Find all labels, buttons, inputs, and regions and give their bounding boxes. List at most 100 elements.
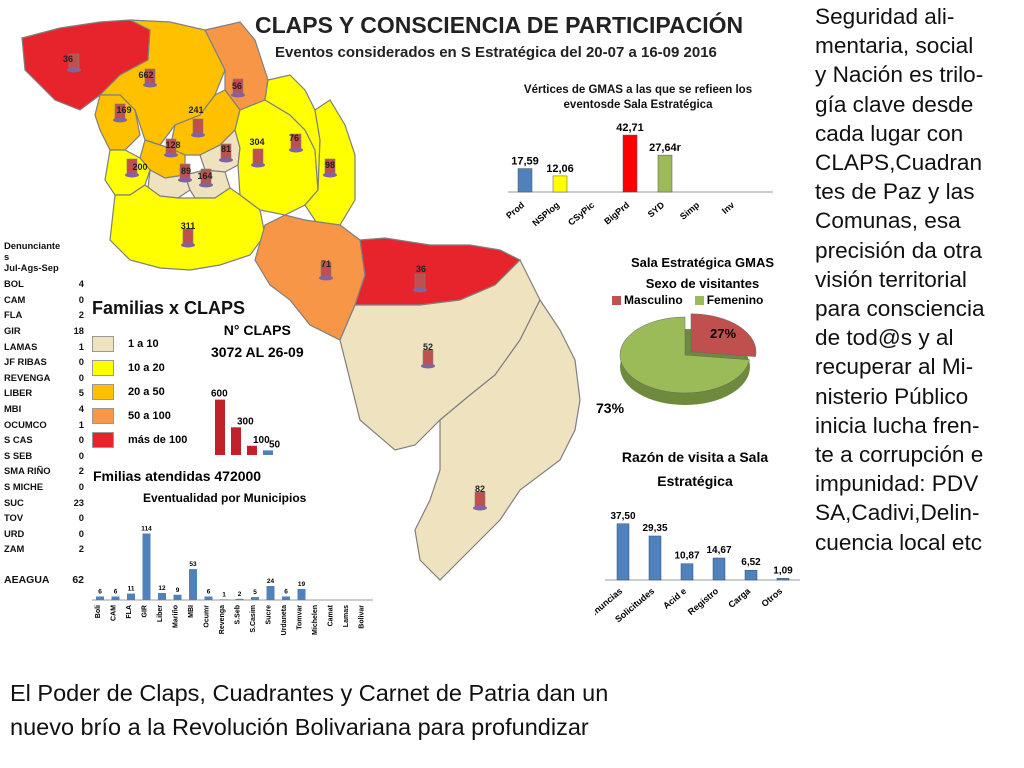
legend-swatch: [92, 408, 114, 424]
map-marker-base: [251, 162, 265, 168]
ev-value-label: 9: [176, 587, 180, 594]
pie-title: Sala Estratégica GMAS: [630, 255, 775, 270]
ev-bar: [96, 596, 104, 600]
ev-bar: [173, 594, 182, 600]
denuncias-municipio: URD: [4, 527, 25, 539]
razon-bar: [744, 569, 758, 581]
ev-category-label: S.Casim: [250, 605, 257, 633]
razon-bar: [712, 557, 726, 581]
side-line: de tod@s y al: [815, 325, 954, 351]
legend-item: 20 a 50: [92, 384, 165, 400]
legend-label: 50 a 100: [128, 410, 171, 422]
map-region-r18: [414, 298, 581, 581]
side-line: mentaria, social: [815, 33, 974, 59]
ev-bar: [235, 598, 244, 600]
map-value-label: 52: [423, 342, 433, 352]
map-marker-base: [289, 147, 303, 153]
denuncias-header: Denunciante s Jul-Ags-Sep: [4, 240, 61, 273]
side-line: te a corrupción e: [815, 442, 984, 468]
ev-value-label: 6: [114, 589, 118, 596]
bottom-paragraph: El Poder de Claps, Cuadrantes y Carnet d…: [10, 676, 800, 744]
denuncias-count: 0: [78, 293, 84, 305]
side-line: Comunas, esa: [815, 208, 961, 234]
bottom-line: nuevo brío a la Revolución Bolivariana p…: [10, 714, 589, 740]
ev-category-label: Mariño: [173, 605, 180, 628]
legend-item: 50 a 100: [92, 408, 171, 424]
razon-value-label: 10,87: [674, 551, 699, 562]
ev-value-label: 12: [158, 585, 166, 592]
side-line: SA,Cadivi,Delin-: [815, 500, 980, 526]
map-value-label: 81: [221, 144, 231, 154]
legend-title: Familias x CLAPS: [92, 298, 246, 318]
ev-value-label: 19: [298, 581, 306, 588]
nclaps-bar: [263, 450, 273, 455]
razon-category-label: Carga: [726, 585, 753, 610]
masculino-swatch: [612, 295, 621, 305]
razon-category-label: Otros: [759, 586, 784, 609]
pie-label-femenino: 73%: [596, 400, 625, 416]
map-marker-base: [178, 177, 192, 183]
nclaps-bar: [247, 445, 257, 455]
side-paragraph: Seguridad ali-mentaria, social y Nación e…: [815, 2, 1024, 557]
denuncias-row: SUC 23: [4, 494, 84, 510]
denuncias-count: 2: [78, 309, 84, 321]
denuncias-count: 5: [78, 387, 84, 399]
denuncias-municipio: S SEB: [4, 449, 33, 461]
ev-value-label: 6: [98, 589, 102, 596]
denuncias-count: 1: [78, 418, 84, 430]
denuncias-municipio: TOV: [4, 512, 24, 524]
denuncias-row: ZAM 2: [4, 541, 84, 557]
denuncias-count: 0: [78, 527, 84, 539]
razon-value-label: 6,52: [741, 557, 761, 568]
nclaps-value-label: 100: [253, 435, 270, 446]
pie-subtitle: Sexo de visitantes: [645, 276, 760, 291]
map-marker-base: [319, 275, 333, 281]
map-value-label: 662: [138, 70, 153, 80]
ev-category-label: S.Seb: [235, 605, 242, 624]
denuncias-total-value: 62: [72, 574, 84, 587]
denuncias-municipio: FLA: [4, 309, 23, 321]
razon-bar: [680, 563, 694, 581]
page-title: CLAPS Y CONSCIENCIA DE PARTICIPACIÓN: [255, 12, 744, 38]
nclaps-chart: 600 300 100 50: [211, 389, 281, 455]
ev-value-label: 24: [267, 578, 275, 585]
denuncias-municipio: S MICHE: [4, 481, 44, 493]
denuncias-count: 4: [78, 403, 84, 415]
denuncias-municipio: MBI: [4, 403, 22, 415]
side-line: visión territorial: [815, 266, 967, 292]
razon-bar: [648, 535, 662, 581]
ev-bar: [127, 593, 135, 600]
ev-bar: [158, 593, 166, 600]
denuncias-row: S MICHE 0: [4, 479, 84, 495]
ev-value-label: 11: [128, 586, 135, 593]
ev-value-label: 2: [238, 591, 242, 598]
map-marker-base: [164, 152, 178, 158]
nclaps-value-label: 600: [211, 389, 228, 400]
map-value-label: 71: [321, 259, 331, 269]
razon-value-label: 14,67: [706, 545, 731, 556]
denuncias-row: URD 0: [4, 526, 84, 542]
eventualidad-chart: 6Boli6CAM11FLA114GIR12Liber9Mariño53MBI6…: [92, 526, 373, 635]
vert-value-label: 27,64r: [649, 142, 682, 154]
map-value-label: 164: [197, 171, 212, 181]
razon-category-label: Acid e: [661, 586, 688, 611]
ev-category-label: Lamas: [343, 605, 350, 627]
denuncias-row: S CAS 0: [4, 432, 84, 448]
denuncias-count: 0: [78, 512, 84, 524]
vert-category-label: SYD: [646, 200, 667, 220]
vert-bar: [517, 168, 533, 193]
visitor-sex-pie: 27% 73%: [596, 313, 757, 416]
nclaps-title: N° CLAPS 3072 AL 26-09: [211, 322, 304, 360]
denuncias-row: S SEB 0: [4, 448, 84, 464]
ev-value-label: 53: [189, 561, 197, 568]
nclaps-bar: [215, 399, 225, 455]
vert-bar: [552, 175, 568, 193]
map-marker-base: [473, 505, 487, 511]
map-marker-base: [421, 363, 435, 369]
razon-visita-chart: 37,50Denuncias29,35Solicitudes10,87Acid …: [595, 511, 800, 624]
side-line: para consciencia: [815, 296, 985, 322]
denuncias-row: OCUMCO 1: [4, 416, 84, 432]
map-value-label: 98: [325, 160, 335, 170]
side-line: recuperar al Mi-: [815, 354, 974, 380]
vert-value-label: 17,59: [511, 156, 539, 168]
